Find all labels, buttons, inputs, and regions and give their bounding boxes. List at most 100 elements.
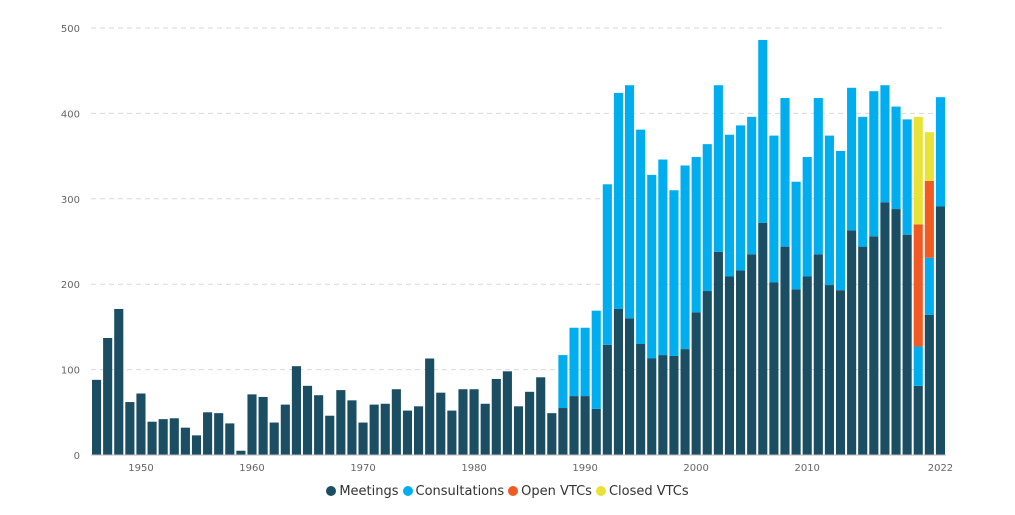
bar-segment [647, 358, 657, 455]
bar-segment [724, 276, 735, 455]
x-tick-label: 1960 [239, 463, 264, 474]
bar-segment [447, 410, 457, 455]
y-tick-label: 500 [61, 24, 80, 35]
bar-segment [913, 116, 923, 225]
bar-segment [913, 224, 923, 347]
bar-segment [469, 389, 479, 455]
bar-segment [802, 276, 812, 455]
bar-segment [536, 377, 546, 455]
bar-segment [114, 308, 124, 455]
bar-segment [791, 289, 801, 455]
bar-segment [502, 371, 512, 455]
bar-segment [569, 327, 579, 397]
x-tick-label: 1980 [461, 463, 486, 474]
stacked-bar-chart: 0 100 200 300 400 500 1950 1960 1970 1980 1990 2000… [61, 24, 953, 474]
bar-segment [713, 85, 723, 252]
legend-swatch [326, 486, 337, 496]
bar-segment [869, 236, 879, 455]
bar-segment [658, 159, 668, 356]
bar-segment [547, 413, 557, 455]
bar-segment [902, 234, 912, 455]
bar-segment [702, 144, 712, 292]
legend-label: Meetings [339, 484, 399, 499]
bar-segment [924, 314, 934, 455]
bar-segment [480, 403, 490, 455]
bar-segment [158, 419, 168, 455]
bar-segment [291, 366, 301, 455]
bar-segment [336, 390, 346, 455]
bar-segment [125, 402, 135, 455]
bar-segment [913, 346, 923, 386]
bar-segment [236, 450, 246, 455]
bars [92, 39, 946, 455]
bar-segment [491, 378, 501, 455]
legend-label: Open VTCs [521, 484, 592, 499]
bar-segment [880, 202, 890, 455]
x-tick-label: 1990 [572, 463, 597, 474]
bar-segment [314, 395, 324, 455]
bar-segment [302, 385, 313, 455]
bar-segment [525, 391, 535, 455]
y-tick-label: 200 [61, 280, 80, 291]
bar-segment [880, 85, 890, 203]
bar-segment [169, 418, 179, 455]
bar-segment [780, 98, 790, 247]
legend-item[interactable]: Meetings [326, 484, 399, 499]
legend-item[interactable]: Consultations [402, 484, 505, 499]
bar-segment [558, 408, 568, 455]
bar-segment [247, 394, 257, 455]
bar-segment [280, 404, 290, 455]
bar-segment [791, 181, 801, 290]
bar-segment [358, 422, 368, 455]
bar-segment [736, 125, 746, 271]
bar-segment [935, 206, 946, 455]
bar-segment [913, 385, 923, 455]
bar-segment [203, 412, 213, 455]
legend-item[interactable]: Open VTCs [508, 484, 592, 499]
bar-segment [680, 349, 690, 455]
bar-segment [824, 285, 834, 455]
bar-segment [225, 423, 235, 455]
bar-segment [713, 251, 723, 455]
bar-segment [580, 327, 590, 397]
bar-segment [691, 156, 701, 313]
bar-segment [636, 343, 646, 455]
bar-segment [214, 413, 224, 455]
bar-segment [402, 410, 413, 455]
bar-segment [591, 408, 601, 455]
x-tick-label: 2010 [794, 463, 819, 474]
bar-segment [624, 85, 635, 319]
bar-segment [891, 209, 901, 455]
legend-swatch [402, 486, 413, 496]
bar-segment [891, 106, 901, 210]
bar-segment [602, 184, 612, 345]
bar-segment [647, 174, 657, 359]
bar-segment [924, 132, 934, 181]
bar-segment [369, 404, 379, 455]
bar-segment [847, 230, 857, 455]
bar-segment [624, 318, 635, 455]
bar-segment [758, 39, 768, 223]
bar-segment [414, 406, 424, 455]
bar-segment [669, 190, 679, 356]
bar-segment [702, 291, 712, 455]
bar-segment [736, 270, 746, 455]
y-tick-label: 400 [61, 109, 80, 120]
bar-segment [858, 116, 868, 247]
bar-segment [813, 254, 823, 455]
bar-segment [680, 165, 690, 350]
bar-segment [613, 92, 623, 309]
x-tick-label: 2000 [683, 463, 708, 474]
bar-segment [347, 400, 357, 455]
bar-segment [569, 396, 579, 455]
bar-segment [580, 396, 590, 455]
legend-label: Consultations [415, 484, 505, 499]
bar-segment [436, 392, 446, 455]
bar-segment [747, 254, 757, 455]
bar-segment [780, 246, 790, 455]
x-tick-label: 1970 [350, 463, 375, 474]
bar-segment [613, 308, 623, 455]
legend-item[interactable]: Closed VTCs [595, 484, 689, 499]
bar-segment [835, 150, 846, 291]
bar-segment [558, 355, 568, 409]
